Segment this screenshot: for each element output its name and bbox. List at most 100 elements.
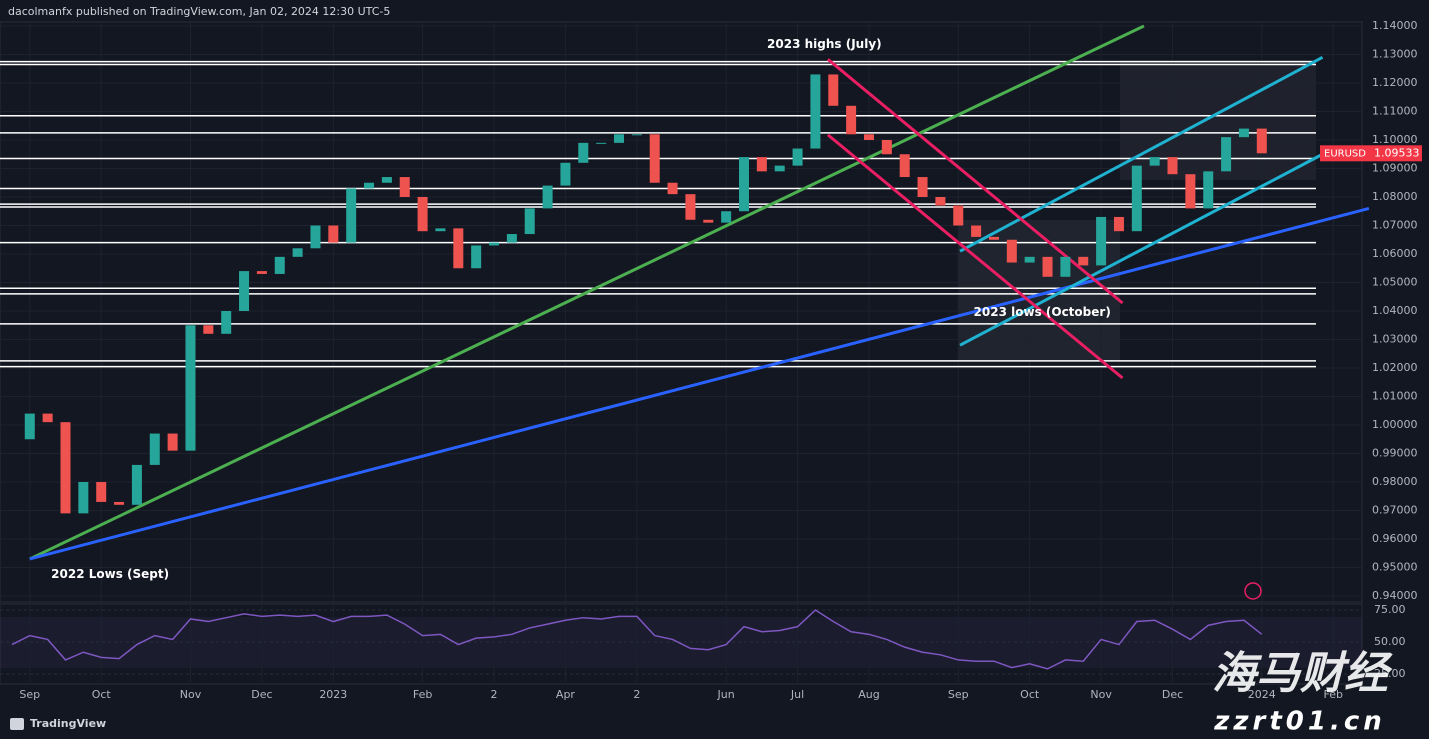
x-tick-label: 2023 xyxy=(319,688,347,701)
candle xyxy=(114,501,125,505)
candle xyxy=(1078,256,1089,266)
trendlines xyxy=(29,24,1370,561)
y-tick-label: 1.06000 xyxy=(1372,247,1418,260)
levels xyxy=(0,60,1316,368)
x-tick-label: Apr xyxy=(556,688,576,701)
y-tick-label: 1.02000 xyxy=(1372,361,1418,374)
credit: dacolmanfx published on TradingView.com,… xyxy=(8,5,390,18)
y-tick-label: 1.11000 xyxy=(1372,104,1418,117)
y-tick-label: 1.14000 xyxy=(1372,19,1418,32)
y-tick-label: 0.99000 xyxy=(1372,447,1418,460)
y-tick-label: 1.05000 xyxy=(1372,275,1418,288)
candle xyxy=(24,413,35,440)
candle xyxy=(364,182,375,189)
rsi-tick-label: 25.00 xyxy=(1374,667,1406,680)
candle xyxy=(1060,256,1071,277)
candle xyxy=(971,225,982,237)
candle xyxy=(935,196,946,206)
candle xyxy=(649,134,660,183)
x-tick-label: Sep xyxy=(948,688,969,701)
candle xyxy=(1149,157,1160,166)
candle xyxy=(1221,137,1232,172)
candle xyxy=(399,177,410,197)
candle xyxy=(685,194,696,220)
candles xyxy=(11,74,1267,670)
y-tick-label: 1.03000 xyxy=(1372,333,1418,346)
candle xyxy=(292,248,303,257)
x-tick-label: Nov xyxy=(180,688,202,701)
candle xyxy=(774,165,785,172)
trendline xyxy=(29,206,1370,561)
y-tick-label: 0.95000 xyxy=(1372,561,1418,574)
x-tick-label: 2 xyxy=(633,688,640,701)
y-tick-label: 1.12000 xyxy=(1372,76,1418,89)
candle xyxy=(131,464,142,505)
brand-logo xyxy=(10,718,24,730)
candle xyxy=(828,74,839,106)
y-tick-label: 0.98000 xyxy=(1372,475,1418,488)
candle xyxy=(221,311,232,334)
candle xyxy=(203,325,214,334)
candle xyxy=(185,325,196,451)
candle xyxy=(667,182,678,195)
y-tick-label: 0.97000 xyxy=(1372,504,1418,517)
x-tick-label: Dec xyxy=(251,688,272,701)
rsi-pane xyxy=(0,603,1363,685)
candle xyxy=(167,433,178,451)
candle xyxy=(1238,128,1249,138)
rsi-tick-label: 50.00 xyxy=(1374,635,1406,648)
candle xyxy=(1131,165,1142,232)
candle xyxy=(256,271,267,274)
y-tick-label: 0.96000 xyxy=(1372,532,1418,545)
alert-icon[interactable] xyxy=(1244,582,1262,600)
x-tick-label: 2024 xyxy=(1248,688,1276,701)
trendline xyxy=(826,133,1124,380)
x-tick-label: Oct xyxy=(1020,688,1040,701)
x-tick-label: Jul xyxy=(790,688,804,701)
candle xyxy=(1203,171,1214,209)
candle xyxy=(524,208,535,235)
labels: 0.94000 0.95000 0.96000 0.97000 0.98000 0.990… xyxy=(19,19,1422,701)
x-tick-label: Oct xyxy=(92,688,112,701)
watermark: 海马财经 xyxy=(1212,648,1393,699)
candle xyxy=(1113,216,1124,232)
y-tick-label: 1.07000 xyxy=(1372,218,1418,231)
candle xyxy=(1185,174,1196,209)
candle xyxy=(1006,239,1017,263)
grid xyxy=(0,22,1362,682)
candle xyxy=(703,219,714,223)
candle xyxy=(596,142,607,144)
trendline xyxy=(959,152,1324,347)
candle xyxy=(738,157,749,212)
candle xyxy=(149,433,160,465)
candle xyxy=(381,177,392,183)
y-tick-label: 1.01000 xyxy=(1372,390,1418,403)
y-tick-label: 1.00000 xyxy=(1372,418,1418,431)
candle xyxy=(756,157,767,172)
y-tick-label: 1.09000 xyxy=(1372,161,1418,174)
x-tick-label: 2 xyxy=(491,688,498,701)
trendline xyxy=(826,58,1124,305)
candle xyxy=(328,225,339,243)
y-tick-label: 1.13000 xyxy=(1372,47,1418,60)
candle xyxy=(239,271,250,311)
rsi-line xyxy=(11,609,1263,670)
candle xyxy=(471,245,482,269)
annotation: 2023 highs (July) xyxy=(767,37,882,51)
candle xyxy=(1042,256,1053,277)
candle xyxy=(453,228,464,269)
y-tick-label: 1.04000 xyxy=(1372,304,1418,317)
candle xyxy=(846,105,857,135)
rsi-tick-label: 75.00 xyxy=(1374,603,1406,616)
candle xyxy=(631,134,642,136)
candle xyxy=(1024,256,1035,263)
candle xyxy=(721,211,732,223)
brand: TradingView xyxy=(30,717,106,730)
candle xyxy=(506,234,517,243)
candle xyxy=(899,154,910,178)
x-tick-label: Dec xyxy=(1162,688,1183,701)
candle xyxy=(417,196,428,232)
x-tick-label: Sep xyxy=(19,688,40,701)
candle xyxy=(953,205,964,226)
